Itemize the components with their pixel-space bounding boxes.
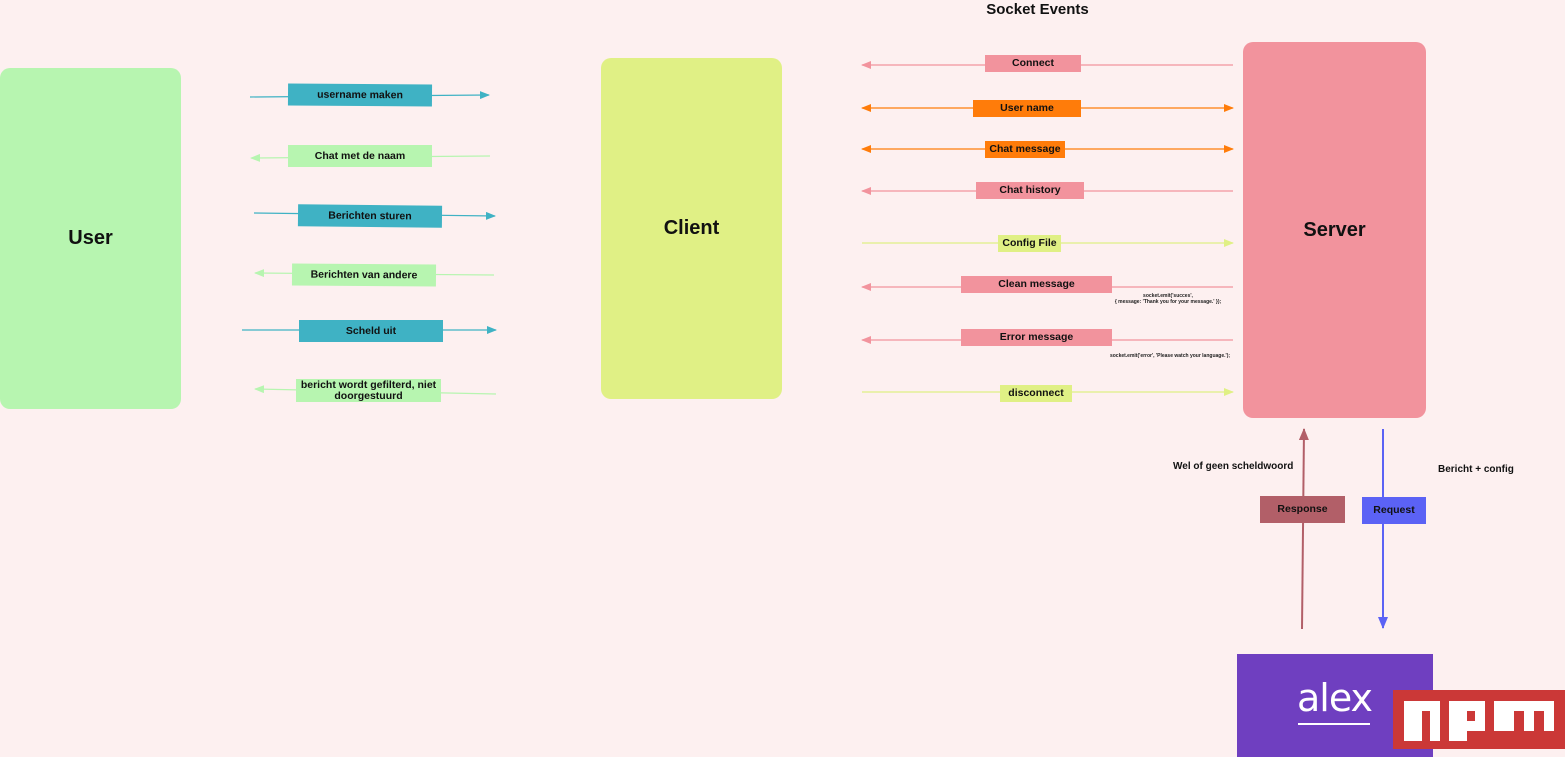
server-node: Server <box>1243 42 1426 418</box>
diagram-title: Socket Events <box>986 1 1089 18</box>
code-success-line2: { message: 'Thank you for your message.'… <box>1114 299 1222 305</box>
user-node: User <box>0 68 181 409</box>
code-success-line1: socket.emit('succes', <box>1143 293 1193 299</box>
label-user-name: User name <box>973 100 1081 117</box>
label-scheld-uit: Scheld uit <box>299 320 443 342</box>
server-label: Server <box>1303 218 1366 241</box>
label-chat-met-de-naam: Chat met de naam <box>288 145 432 167</box>
npm-logo <box>1393 690 1565 749</box>
label-response: Response <box>1260 496 1345 523</box>
arrow-response <box>1298 428 1309 630</box>
label-config-file: Config File <box>998 235 1061 252</box>
label-bericht-gefilterd: bericht wordt gefilterd, niet doorgestuu… <box>296 379 441 402</box>
note-response: Wel of geen scheldwoord <box>1173 461 1294 472</box>
label-request: Request <box>1362 497 1426 524</box>
label-berichten-van-andere: Berichten van andere <box>291 263 437 287</box>
label-chat-message: Chat message <box>985 141 1065 158</box>
client-node: Client <box>601 58 782 399</box>
label-username-maken: username maken <box>287 83 433 107</box>
label-chat-history: Chat history <box>976 182 1084 199</box>
alex-logo-text: alex <box>1297 676 1373 720</box>
note-request: Bericht + config <box>1438 464 1514 475</box>
alex-logo-underline <box>1298 723 1370 725</box>
user-label: User <box>68 227 113 249</box>
label-connect: Connect <box>985 55 1081 72</box>
label-berichten-sturen: Berichten sturen <box>297 204 443 228</box>
code-success: socket.emit('succes', { message: 'Thank … <box>1108 293 1228 305</box>
label-clean-message: Clean message <box>961 276 1112 293</box>
label-disconnect: disconnect <box>1000 385 1072 402</box>
label-error-message: Error message <box>961 329 1112 346</box>
client-label: Client <box>663 217 720 239</box>
code-error: socket.emit('error', 'Please watch your … <box>1109 353 1231 359</box>
